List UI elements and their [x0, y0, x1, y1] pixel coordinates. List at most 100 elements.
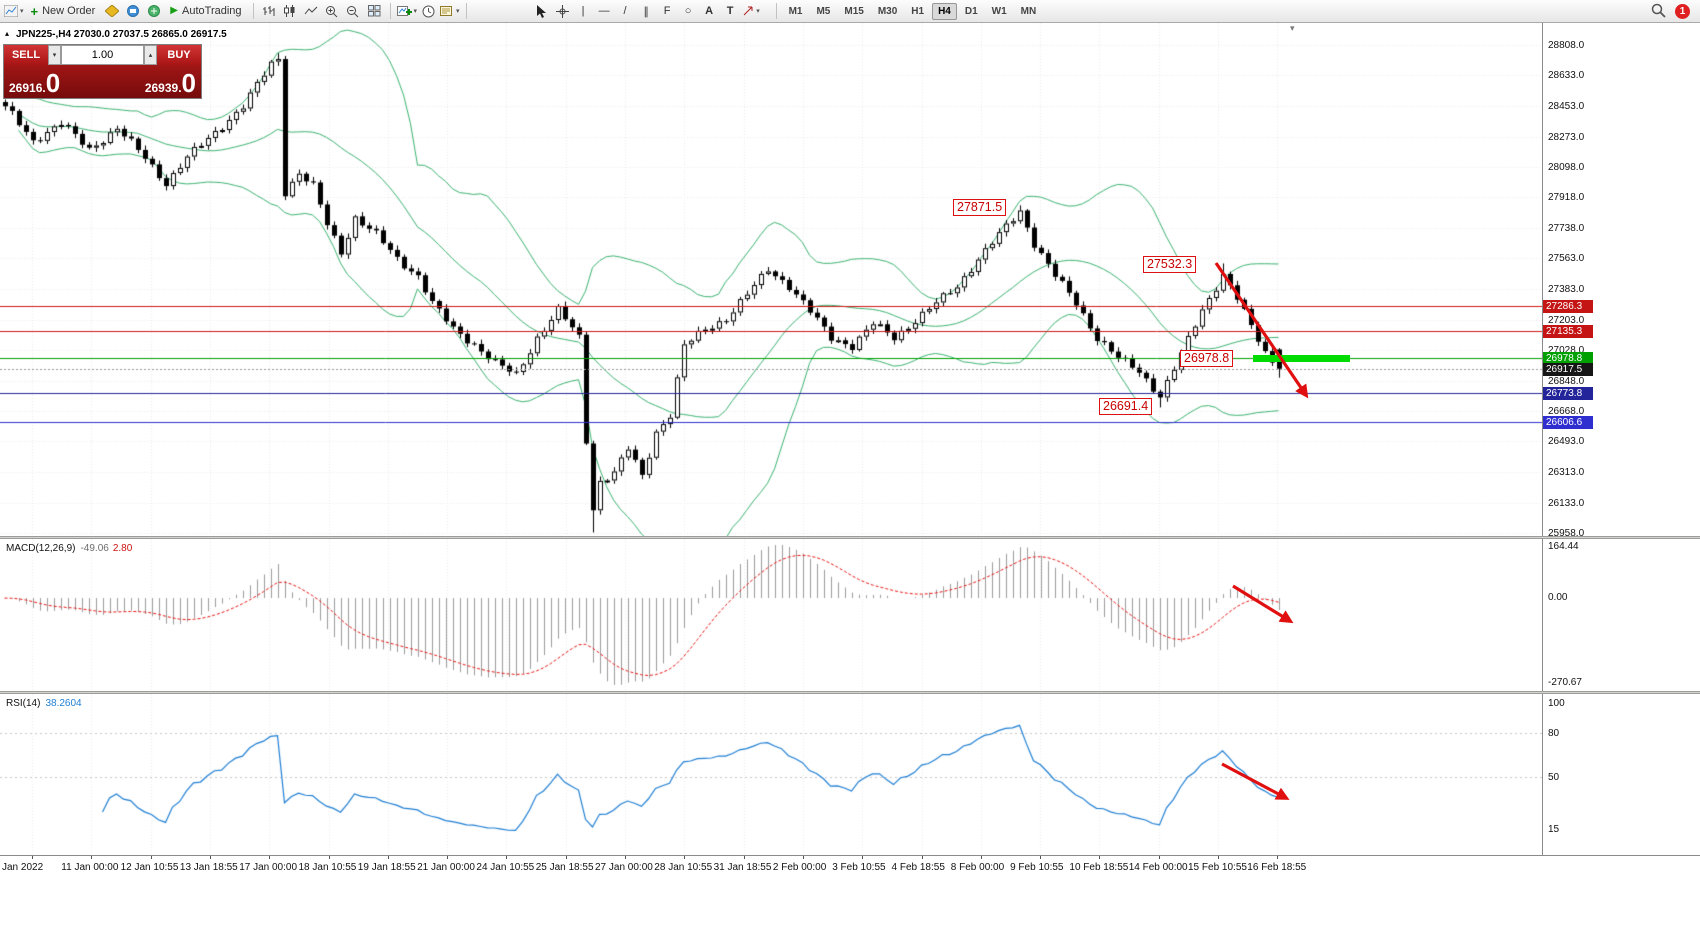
time-label: 16 Feb 18:55	[1247, 862, 1307, 873]
zoom-in-icon[interactable]	[323, 2, 342, 21]
sell-button[interactable]: SELL	[4, 45, 48, 65]
arrows-dropdown[interactable]: ▾	[742, 2, 761, 21]
time-label: 2 Feb 00:00	[772, 862, 827, 873]
one-click-trading-panel: SELL ▾ ▴ BUY 26916.0 26939.0	[3, 44, 202, 99]
notifications-badge[interactable]: 1	[1675, 4, 1690, 19]
timeframe-d1[interactable]: D1	[964, 5, 978, 17]
price-scale-border[interactable]	[1542, 23, 1543, 855]
time-tick	[269, 856, 270, 859]
green-level-zone[interactable]	[1253, 355, 1350, 363]
time-label: 11 Jan 00:00	[61, 862, 119, 873]
new-chart-icon[interactable]: ▾	[396, 2, 418, 21]
time-tick	[1218, 856, 1219, 859]
price-tag: 27135.3	[1543, 325, 1593, 339]
timeframe-w1[interactable]: W1	[991, 5, 1007, 17]
time-label: 24 Jan 10:55	[476, 862, 535, 873]
rsi-pane-resize-handle[interactable]	[0, 691, 1700, 694]
timeframe-h4[interactable]: H4	[932, 2, 957, 20]
line-chart-icon[interactable]	[302, 2, 321, 21]
chart-shift-marker[interactable]: ▾	[1290, 23, 1295, 33]
market-icon[interactable]	[123, 2, 142, 21]
chart-area: ▴ JPN225-,H4 27030.0 27037.5 26865.0 269…	[0, 23, 1700, 942]
price-scale-label: 27918.0	[1548, 192, 1585, 204]
time-tick	[566, 856, 567, 859]
templates-caret-icon: ▾	[456, 8, 460, 15]
one-click-toggle[interactable]: ▴	[5, 29, 10, 38]
signals-icon[interactable]	[144, 2, 163, 21]
channel-tool[interactable]: ∥	[643, 5, 649, 18]
price-callout[interactable]: 26691.4	[1099, 398, 1153, 415]
bar-chart-icon[interactable]	[260, 2, 279, 21]
candlestick-chart-icon[interactable]	[281, 2, 300, 21]
time-tick	[1277, 856, 1278, 859]
crosshair-icon[interactable]	[553, 2, 572, 21]
rsi-label: RSI(14) 38.2604	[6, 698, 82, 709]
volume-decrease-button[interactable]: ▾	[48, 45, 61, 65]
price-scale-label: 26848.0	[1548, 375, 1585, 387]
time-label: 14 Feb 00:00	[1128, 862, 1188, 873]
macd-pane-resize-handle[interactable]	[0, 536, 1700, 539]
chart-window-icon[interactable]: ▾	[4, 2, 24, 21]
time-label: 19 Jan 18:55	[357, 862, 416, 873]
rsi-scale-label: 100	[1548, 698, 1565, 709]
timeframe-m30[interactable]: M30	[877, 5, 898, 17]
buy-price[interactable]: 26939. 0	[144, 68, 196, 98]
rsi-canvas[interactable]	[0, 694, 1542, 855]
text-tool[interactable]: A	[705, 5, 714, 17]
new-order-button[interactable]: + New Order	[30, 3, 96, 19]
templates-icon[interactable]: ▾	[440, 2, 460, 21]
time-tick	[506, 856, 507, 859]
time-tick	[862, 856, 863, 859]
ellipse-tool[interactable]: ○	[684, 5, 692, 17]
period-clock-icon[interactable]	[419, 2, 438, 21]
time-label: 28 Jan 10:55	[654, 862, 713, 873]
trendline-tool[interactable]: /	[623, 5, 627, 17]
time-label: 31 Jan 18:55	[713, 862, 772, 873]
price-callout[interactable]: 27532.3	[1143, 256, 1197, 273]
timeframe-m5[interactable]: M5	[816, 5, 831, 17]
zoom-out-icon[interactable]	[344, 2, 363, 21]
price-callout[interactable]: 26978.8	[1180, 350, 1234, 367]
toolbar: ▾ + New Order ▶ AutoTrading ▾	[0, 0, 1700, 23]
tile-windows-icon[interactable]	[365, 2, 384, 21]
toolbar-separator	[465, 3, 467, 19]
new-chart-caret-icon: ▾	[413, 8, 418, 15]
price-scale-label: 27383.0	[1548, 284, 1585, 295]
price-scale-label: 27563.0	[1548, 253, 1585, 265]
time-label: 27 Jan 00:00	[595, 862, 653, 873]
toolbar-separator	[389, 3, 391, 19]
label-tool[interactable]: T	[726, 5, 734, 17]
timeframe-h1[interactable]: H1	[911, 5, 925, 17]
timeframe-m1[interactable]: M1	[788, 5, 803, 17]
main-chart-canvas[interactable]	[0, 23, 1542, 536]
sell-price[interactable]: 26916. 0	[9, 68, 61, 98]
time-axis[interactable]: Jan 2022 11 Jan 00:00 12 Jan 10:55 13 Jan 1…	[0, 855, 1700, 877]
time-tick	[1159, 856, 1160, 859]
time-label: 9 Feb 10:55	[1010, 862, 1064, 873]
time-label: 3 Feb 10:55	[832, 862, 886, 873]
time-label: Jan 2022	[2, 862, 44, 873]
time-tick	[388, 856, 389, 859]
volume-increase-button[interactable]: ▴	[144, 45, 157, 65]
volume-input[interactable]	[61, 45, 144, 65]
macd-canvas[interactable]	[0, 539, 1542, 691]
expert-advisors-icon[interactable]	[102, 2, 121, 21]
price-scale-label: 27203.0	[1548, 314, 1585, 326]
autotrading-button[interactable]: ▶ AutoTrading	[170, 5, 242, 17]
price-tag: 26606.6	[1543, 415, 1593, 429]
vertical-line-tool[interactable]: |	[581, 5, 585, 17]
time-label: 4 Feb 18:55	[891, 862, 945, 873]
toolbar-separator	[775, 3, 777, 19]
price-callout[interactable]: 27871.5	[953, 199, 1007, 216]
timeframe-mn[interactable]: MN	[1020, 5, 1037, 17]
buy-button[interactable]: BUY	[157, 45, 201, 65]
time-tick	[922, 856, 923, 859]
fibonacci-tool[interactable]: F	[663, 5, 671, 17]
horizontal-line-tool[interactable]: —	[598, 5, 610, 17]
search-icon[interactable]	[1651, 3, 1666, 23]
time-label: 17 Jan 00:00	[239, 862, 298, 873]
time-tick	[151, 856, 152, 859]
timeframe-m15[interactable]: M15	[844, 5, 864, 17]
price-tag: 26978.8	[1543, 352, 1593, 366]
cursor-icon[interactable]	[532, 2, 551, 21]
